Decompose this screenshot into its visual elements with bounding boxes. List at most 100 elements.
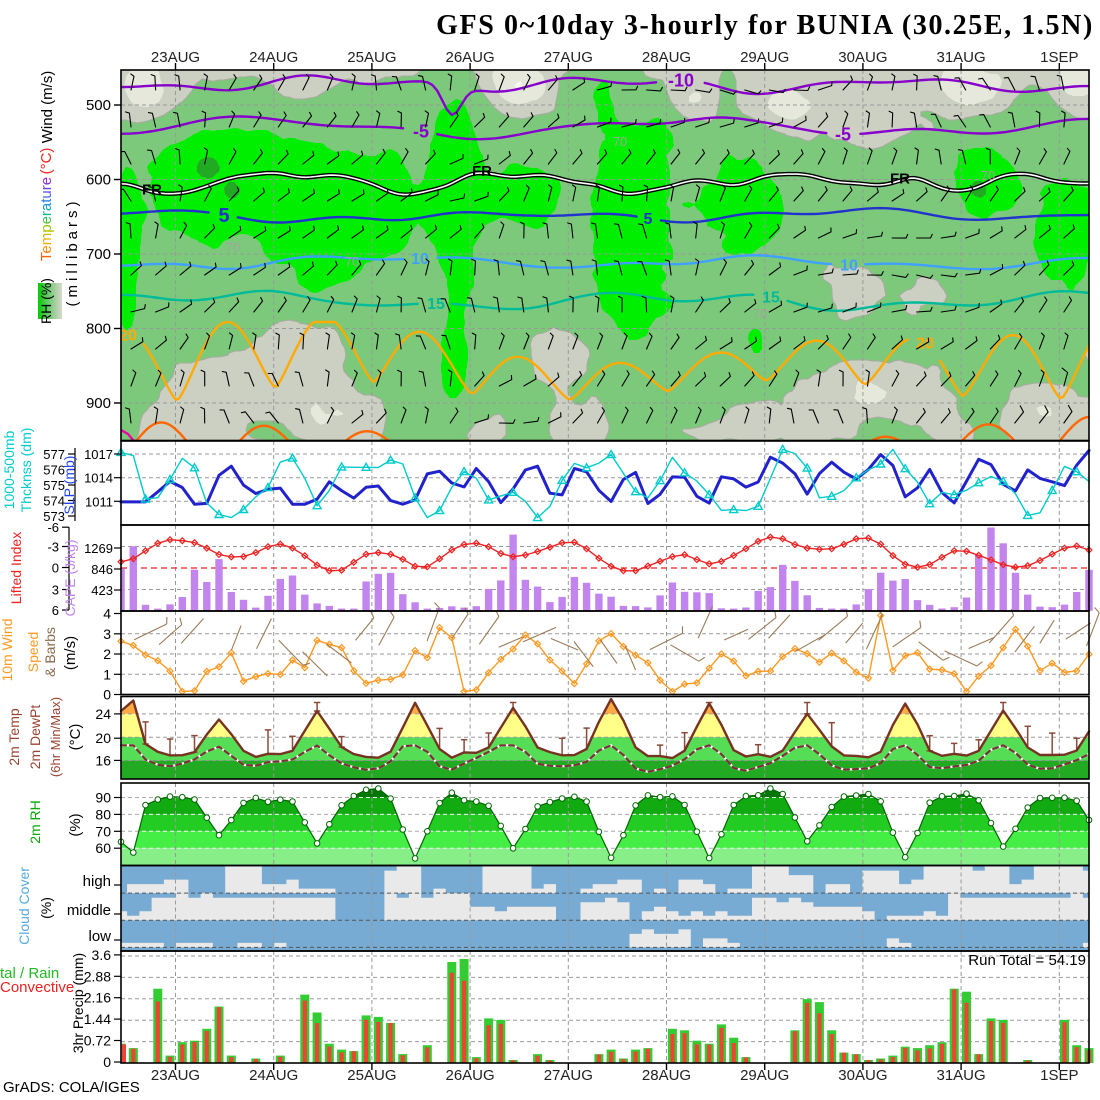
svg-text:(m/s): (m/s) (62, 636, 79, 670)
svg-text:23AUG: 23AUG (151, 49, 200, 66)
svg-text:0.72: 0.72 (84, 1033, 111, 1049)
svg-text:15: 15 (762, 290, 780, 307)
svg-text:2: 2 (103, 646, 111, 662)
svg-text:26AUG: 26AUG (445, 1067, 494, 1084)
svg-text:600: 600 (86, 172, 111, 189)
svg-text:16: 16 (95, 752, 111, 768)
svg-text:10: 10 (411, 251, 429, 268)
svg-text:6: 6 (52, 603, 59, 618)
svg-text:576: 576 (43, 463, 65, 478)
svg-text:(6hr Min/Max): (6hr Min/Max) (48, 697, 63, 777)
svg-text:-3: -3 (47, 540, 59, 555)
svg-text:high: high (83, 873, 111, 890)
svg-text:SLP (mb): SLP (mb) (61, 456, 77, 515)
svg-text:23AUG: 23AUG (151, 1067, 200, 1084)
svg-text:middle: middle (67, 902, 111, 919)
svg-text:-6: -6 (47, 520, 59, 535)
svg-text:700: 700 (86, 246, 111, 263)
svg-text:25AUG: 25AUG (347, 49, 396, 66)
svg-text:575: 575 (43, 478, 65, 493)
svg-text:30AUG: 30AUG (838, 49, 887, 66)
svg-text:31AUG: 31AUG (936, 49, 985, 66)
svg-text:2.88: 2.88 (84, 968, 111, 984)
svg-text:2.16: 2.16 (84, 990, 111, 1006)
svg-text:(millibars): (millibars) (64, 198, 81, 307)
svg-text:Cloud Cover: Cloud Cover (16, 867, 32, 945)
svg-text:Run Total = 54.19: Run Total = 54.19 (968, 952, 1086, 969)
svg-text:& Barbs: & Barbs (42, 627, 58, 677)
svg-text:tal / Rain: tal / Rain (0, 965, 59, 982)
svg-text:-5: -5 (835, 125, 851, 145)
svg-text:Wind (m/s): Wind (m/s) (39, 71, 56, 144)
svg-text:10: 10 (840, 257, 858, 274)
svg-text:1.44: 1.44 (84, 1011, 111, 1027)
svg-text:1011: 1011 (85, 494, 113, 509)
svg-text:1000-500mb: 1000-500mb (1, 430, 17, 509)
svg-text:70: 70 (753, 306, 767, 321)
svg-text:-5: -5 (413, 122, 429, 142)
svg-text:1014: 1014 (84, 471, 113, 486)
svg-text:0: 0 (103, 687, 111, 703)
svg-text:Thcknss (dm): Thcknss (dm) (18, 428, 34, 513)
svg-text:4: 4 (103, 606, 111, 622)
svg-text:1SEP: 1SEP (1040, 1067, 1078, 1084)
svg-text:1017: 1017 (84, 447, 113, 462)
svg-text:3.6: 3.6 (92, 947, 112, 963)
svg-text:423: 423 (91, 583, 113, 598)
svg-text:574: 574 (43, 494, 65, 509)
svg-text:70: 70 (95, 823, 111, 839)
svg-text:Temperature: Temperature (38, 177, 55, 261)
svg-text:900: 900 (86, 395, 111, 412)
svg-text:20: 20 (119, 327, 137, 344)
svg-text:FR: FR (142, 182, 162, 199)
svg-text:GFS 0~10day 3-hourly for BUNIA: GFS 0~10day 3-hourly for BUNIA (30.25E, … (436, 10, 1094, 41)
svg-text:846: 846 (91, 562, 113, 577)
svg-text:5: 5 (218, 205, 229, 227)
svg-text:2m RH: 2m RH (27, 800, 43, 844)
svg-text:800: 800 (86, 321, 111, 338)
svg-text:FR: FR (472, 163, 492, 180)
svg-text:2m Temp: 2m Temp (6, 708, 22, 766)
svg-text:60: 60 (95, 840, 111, 856)
svg-text:27AUG: 27AUG (544, 1067, 593, 1084)
svg-text:30AUG: 30AUG (838, 1067, 887, 1084)
svg-text:70: 70 (345, 254, 359, 269)
svg-text:500: 500 (86, 97, 111, 114)
svg-text:70: 70 (226, 240, 240, 255)
svg-text:24AUG: 24AUG (249, 49, 298, 66)
svg-text:Convective: Convective (0, 979, 74, 996)
svg-text:24AUG: 24AUG (249, 1067, 298, 1084)
svg-text:15: 15 (427, 296, 445, 313)
svg-text:Speed: Speed (25, 632, 41, 672)
svg-text:-10: -10 (668, 71, 694, 91)
svg-text:25AUG: 25AUG (347, 1067, 396, 1084)
svg-text:CAPE (J/kg): CAPE (J/kg) (62, 539, 78, 616)
svg-text:26AUG: 26AUG (445, 49, 494, 66)
svg-text:1SEP: 1SEP (1040, 49, 1078, 66)
svg-text:29AUG: 29AUG (740, 49, 789, 66)
svg-text:5: 5 (644, 211, 653, 228)
svg-text:2m DewPt: 2m DewPt (27, 705, 43, 770)
svg-text:(%): (%) (67, 813, 84, 836)
svg-text:Lifted Index: Lifted Index (8, 532, 24, 604)
svg-text:31AUG: 31AUG (936, 1067, 985, 1084)
svg-text:low: low (88, 928, 111, 945)
svg-text:(°C): (°C) (38, 148, 55, 175)
svg-text:(°C): (°C) (67, 724, 84, 751)
svg-text:70: 70 (613, 134, 627, 149)
svg-text:24: 24 (95, 706, 111, 722)
svg-text:90: 90 (95, 790, 111, 806)
svg-text:(%): (%) (38, 897, 54, 919)
svg-text:10m Wind: 10m Wind (0, 618, 15, 681)
svg-text:3hr Precip (mm): 3hr Precip (mm) (70, 953, 86, 1053)
svg-text:RH (%): RH (%) (38, 278, 54, 324)
svg-text:1269: 1269 (84, 541, 113, 556)
svg-text:3: 3 (52, 583, 59, 598)
svg-text:20: 20 (95, 730, 111, 746)
svg-text:28AUG: 28AUG (642, 1067, 691, 1084)
svg-text:80: 80 (95, 806, 111, 822)
svg-text:3: 3 (103, 626, 111, 642)
svg-text:70: 70 (981, 168, 995, 183)
svg-text:28AUG: 28AUG (642, 49, 691, 66)
svg-text:0: 0 (52, 561, 59, 576)
